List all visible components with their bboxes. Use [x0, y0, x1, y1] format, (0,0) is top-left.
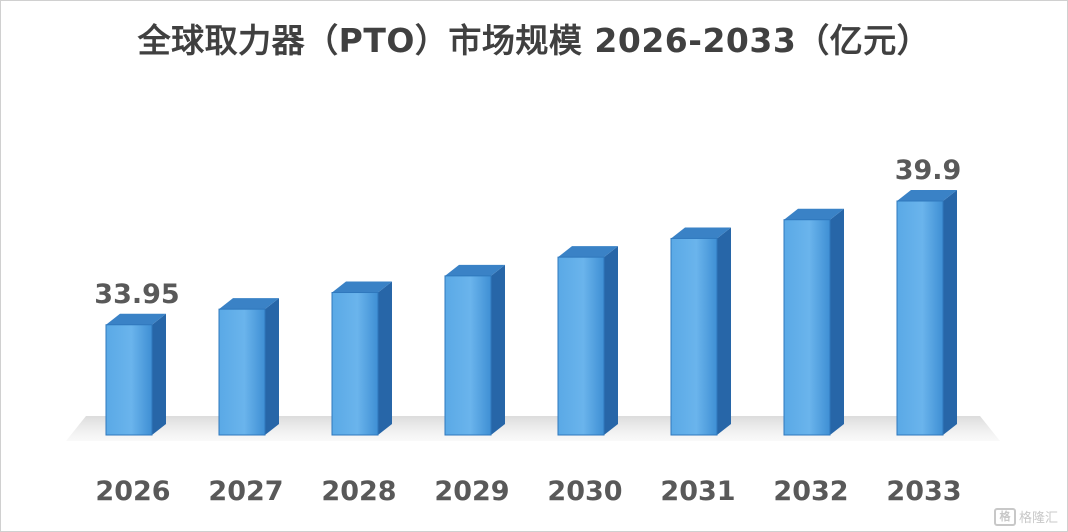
bar-front — [896, 200, 944, 436]
x-tick-label: 2029 — [434, 476, 509, 507]
chart-floor — [66, 416, 1000, 441]
bar-front — [444, 275, 492, 436]
bar-top — [445, 264, 505, 276]
bar-side — [943, 190, 957, 435]
bar-top — [106, 313, 166, 325]
bar-top — [671, 227, 731, 239]
bar-2027 — [218, 298, 279, 436]
bar-top — [558, 246, 618, 258]
bar-top — [784, 208, 844, 220]
data-label: 33.95 — [94, 279, 179, 310]
watermark-text: 格隆汇 — [1018, 511, 1058, 526]
x-tick-label: 2027 — [208, 476, 283, 507]
chart-title: 全球取力器（PTO）市场规模 2026-2033（亿元） — [137, 21, 931, 60]
bar-side — [830, 208, 844, 435]
bar-front — [557, 256, 605, 436]
bar-2031 — [670, 227, 731, 436]
bar-front — [105, 324, 153, 436]
bar-side — [378, 281, 392, 435]
bar-front — [218, 308, 266, 436]
bar-side — [604, 246, 618, 435]
bar-top — [219, 298, 279, 310]
bar-front — [783, 219, 831, 436]
bar-front — [670, 237, 718, 436]
watermark: 格 格隆汇 — [993, 507, 1058, 526]
x-tick-label: 2032 — [773, 476, 848, 507]
bar-front — [331, 292, 379, 436]
bar-top — [897, 190, 957, 201]
bar-top — [332, 281, 392, 293]
bar-2029 — [444, 264, 505, 436]
bar-side — [152, 313, 166, 435]
watermark-logo: 格 — [993, 507, 1016, 526]
bar-2026 — [105, 313, 166, 436]
x-tick-label: 2026 — [95, 476, 170, 507]
data-label: 39.9 — [895, 155, 962, 186]
bar-side — [265, 298, 279, 435]
bar-side — [491, 264, 505, 435]
bar-2033 — [896, 190, 957, 436]
x-tick-label: 2028 — [321, 476, 396, 507]
bar-2030 — [557, 246, 618, 436]
bar-2028 — [331, 281, 392, 436]
x-tick-label: 2030 — [547, 476, 622, 507]
bar-side — [717, 227, 731, 435]
x-tick-label: 2031 — [660, 476, 735, 507]
bar-2032 — [783, 208, 844, 436]
x-tick-label: 2033 — [886, 476, 961, 507]
